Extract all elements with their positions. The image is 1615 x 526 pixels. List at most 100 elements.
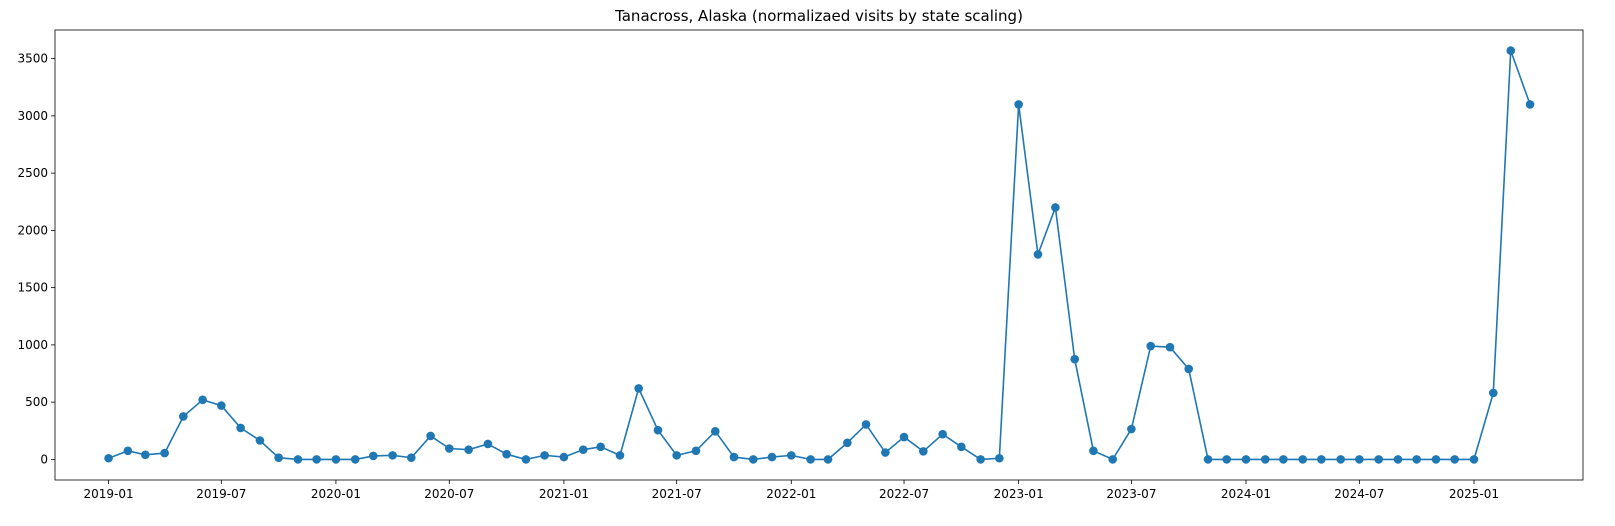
data-point <box>104 453 113 463</box>
data-point <box>540 451 549 460</box>
data-point <box>1146 341 1155 351</box>
data-point <box>1317 455 1326 464</box>
plot-area <box>104 46 1535 464</box>
data-point <box>331 455 341 464</box>
y-tick-label: 0 <box>40 452 48 466</box>
data-point <box>559 452 569 462</box>
data-point <box>236 423 245 433</box>
data-point <box>995 453 1004 463</box>
data-point <box>1506 46 1516 55</box>
data-point <box>729 452 739 462</box>
data-point <box>1412 455 1421 464</box>
x-tick-label: 2019-01 <box>84 487 134 501</box>
data-point <box>1089 446 1098 456</box>
data-point <box>1261 455 1270 464</box>
x-tick-label: 2023-07 <box>1106 487 1156 501</box>
data-point <box>1450 455 1459 464</box>
x-tick-label: 2023-01 <box>994 487 1044 501</box>
y-tick-label: 1500 <box>17 281 48 295</box>
data-point <box>1241 455 1251 464</box>
data-point <box>445 444 454 453</box>
data-point <box>388 451 397 460</box>
x-tick-label: 2020-01 <box>311 487 361 501</box>
data-point <box>350 455 360 464</box>
chart-title: Tanacross, Alaska (normalizaed visits by… <box>614 7 1023 25</box>
data-point <box>1108 455 1118 464</box>
data-point <box>141 450 150 460</box>
data-point <box>255 436 265 445</box>
y-axis: 0 500 1000 1500 2000 2500 3000 3500 <box>17 52 55 466</box>
data-point <box>483 439 493 449</box>
data-point <box>823 455 833 464</box>
data-point <box>407 453 416 462</box>
data-point <box>596 442 605 452</box>
data-point <box>786 451 796 460</box>
data-point <box>217 401 226 410</box>
x-tick-label: 2024-07 <box>1334 487 1384 501</box>
data-point <box>1070 354 1080 364</box>
data-point <box>369 451 378 461</box>
data-point <box>653 425 663 435</box>
x-tick-label: 2021-01 <box>539 487 589 501</box>
data-point <box>1525 100 1535 109</box>
data-point <box>464 445 473 454</box>
data-point <box>1222 455 1231 464</box>
data-point <box>521 455 531 464</box>
data-point <box>748 455 758 464</box>
data-point <box>160 448 169 458</box>
y-tick-label: 2500 <box>17 166 48 180</box>
data-point <box>312 455 321 464</box>
data-point <box>1336 455 1345 464</box>
data-point <box>899 432 909 442</box>
data-point <box>615 451 625 460</box>
data-point <box>1014 100 1023 109</box>
data-point <box>1489 388 1498 398</box>
data-point <box>767 452 777 462</box>
data-point <box>1393 455 1403 464</box>
x-tick-label: 2024-01 <box>1221 487 1271 501</box>
data-point <box>710 427 720 436</box>
data-point <box>919 447 928 456</box>
x-tick-label: 2019-07 <box>196 487 246 501</box>
data-point <box>1033 250 1043 259</box>
data-point <box>806 455 815 464</box>
data-point <box>1165 342 1175 352</box>
data-point <box>1127 424 1136 434</box>
data-point <box>672 451 681 460</box>
y-tick-label: 3500 <box>17 52 48 66</box>
data-point <box>198 395 207 405</box>
data-point <box>1298 455 1307 464</box>
x-tick-label: 2021-07 <box>652 487 702 501</box>
x-axis: 2019-01 2019-07 2020-01 2020-07 2021-01 2021-… <box>84 480 1499 501</box>
x-tick-label: 2020-07 <box>424 487 474 501</box>
data-point <box>976 455 985 464</box>
data-point <box>1184 364 1193 374</box>
data-point <box>1203 455 1213 464</box>
data-point <box>691 446 701 456</box>
data-point <box>957 442 966 452</box>
data-point <box>881 448 890 457</box>
data-point <box>1355 455 1364 464</box>
data-point <box>426 431 435 441</box>
axes-frame <box>54 29 1584 481</box>
data-point <box>861 420 871 429</box>
data-point <box>1051 203 1060 212</box>
x-tick-label: 2022-01 <box>766 487 816 501</box>
data-point <box>1469 455 1479 464</box>
data-point <box>634 384 643 393</box>
data-point <box>293 455 303 464</box>
y-tick-label: 500 <box>25 395 48 409</box>
data-point <box>502 449 511 459</box>
data-point <box>578 445 588 454</box>
y-tick-label: 3000 <box>17 109 48 123</box>
data-point <box>179 412 188 421</box>
data-point <box>123 446 133 456</box>
data-point <box>1431 455 1441 464</box>
data-point <box>1374 455 1383 464</box>
data-point <box>843 438 852 448</box>
x-tick-label: 2025-01 <box>1449 487 1499 501</box>
y-tick-label: 1000 <box>17 338 48 352</box>
y-tick-label: 2000 <box>17 223 48 237</box>
series-line <box>108 50 1531 461</box>
